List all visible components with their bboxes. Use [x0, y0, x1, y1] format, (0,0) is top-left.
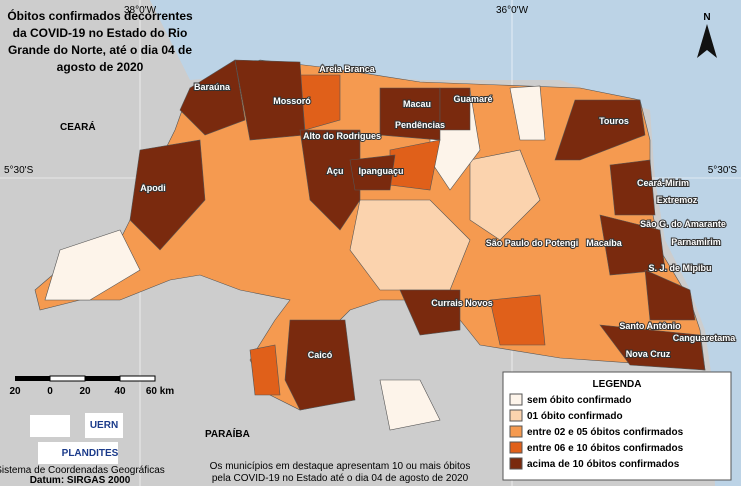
municipality: [489, 294, 546, 346]
note: Os municípios em destaque apresentam 10 …: [210, 461, 471, 472]
city-label: Areia Branca: [319, 64, 376, 74]
municipality: [349, 154, 396, 191]
city-label: Mossoró: [273, 96, 311, 106]
grid-label: 36°0'W: [496, 5, 529, 16]
city-label: Ipanguaçu: [358, 166, 403, 176]
legend-swatch: [509, 393, 523, 406]
municipality: [179, 59, 246, 136]
city-label: Currais Novos: [431, 298, 493, 308]
municipality: [299, 129, 361, 231]
municipality: [399, 289, 461, 336]
municipality: [129, 139, 206, 251]
municipality: [379, 87, 441, 141]
scale-label: 20: [79, 386, 91, 397]
municipality: [284, 319, 356, 411]
municipality: [554, 99, 646, 161]
city-label: Guamaré: [453, 94, 492, 104]
city-label: Nova Cruz: [626, 349, 671, 359]
municipality: [249, 344, 281, 396]
municipality: [599, 324, 706, 371]
north-arrow: N: [697, 12, 717, 58]
rio-grande-do-norte: [34, 59, 706, 431]
state-label: CEARÁ: [60, 120, 96, 133]
city-label: Santo Antônio: [619, 321, 681, 331]
scale-label: 0: [47, 386, 53, 397]
legend-swatch: [509, 409, 523, 422]
municipality: [439, 87, 471, 131]
city-label: Macau: [403, 99, 431, 109]
municipality: [379, 379, 441, 431]
city-label: São G. do Amarante: [640, 219, 726, 229]
city-label: Caicó: [308, 350, 333, 360]
sea: [150, 0, 741, 486]
city-label: Açu: [326, 166, 343, 176]
municipality: [644, 269, 696, 321]
city-label: Baraúna: [194, 82, 231, 92]
legend-label: 01 óbito confirmado: [527, 411, 623, 422]
legend-label: entre 06 e 10 óbitos confirmados: [527, 443, 684, 454]
municipality: [509, 85, 546, 141]
scale-label: 60 km: [146, 386, 174, 397]
title: da COVID-19 no Estado do Rio: [13, 26, 188, 40]
grid-label: 5°30'S: [4, 165, 34, 176]
logo: [85, 413, 123, 438]
logo: [30, 415, 70, 437]
crs: Sistema de Coordenadas Geográficas: [0, 465, 165, 476]
legend-swatch: [509, 425, 523, 438]
city-label: Alto do Rodrigues: [303, 131, 381, 141]
scale-label: 20: [9, 386, 21, 397]
datum: Datum: SIRGAS 2000: [30, 475, 131, 486]
state-label: PARAÍBA: [205, 427, 250, 440]
municipality: [44, 229, 141, 301]
municipality: [609, 159, 656, 216]
logo-text: UERN: [90, 420, 118, 431]
scale-bar: 20 0 20 40 60 km: [9, 375, 174, 397]
city-label: Touros: [599, 116, 629, 126]
grid-label: 5°30'S: [708, 165, 738, 176]
logo: [38, 442, 118, 464]
legend-label: sem óbito confirmado: [527, 395, 631, 406]
city-label: S. J. de Mipibu: [648, 263, 711, 273]
city-label: Ceará-Mirim: [637, 178, 689, 188]
city-label: Macaíba: [586, 238, 623, 248]
city-label: São Paulo do Potengi: [486, 238, 579, 248]
legend-label: acima de 10 óbitos confirmados: [527, 459, 680, 470]
title: Grande do Norte, até o dia 04 de: [8, 43, 192, 57]
legend: LEGENDA sem óbito confirmado 01 óbito con…: [502, 371, 732, 481]
municipality: [599, 214, 666, 276]
grid-label: 38°0'W: [124, 5, 157, 16]
scale-label: 40: [114, 386, 126, 397]
title: Óbitos confirmados decorrentes: [7, 8, 193, 23]
note: pela COVID-19 no Estado até o dia 04 de …: [212, 473, 469, 484]
city-label: Apodi: [140, 183, 166, 193]
city-label: Parnamirim: [671, 237, 721, 247]
municipality: [469, 149, 541, 241]
legend-swatch: [509, 457, 523, 470]
logo-text: PLANDITES: [62, 448, 119, 459]
city-label: Canguaretama: [673, 333, 737, 343]
legend-title: LEGENDA: [593, 379, 642, 390]
title: agosto de 2020: [57, 60, 144, 74]
city-label: Extremoz: [657, 195, 698, 205]
legend-swatch: [509, 441, 523, 454]
north-label: N: [703, 12, 710, 23]
city-label: Pendências: [395, 120, 445, 130]
legend-label: entre 02 e 05 óbitos confirmados: [527, 427, 684, 438]
